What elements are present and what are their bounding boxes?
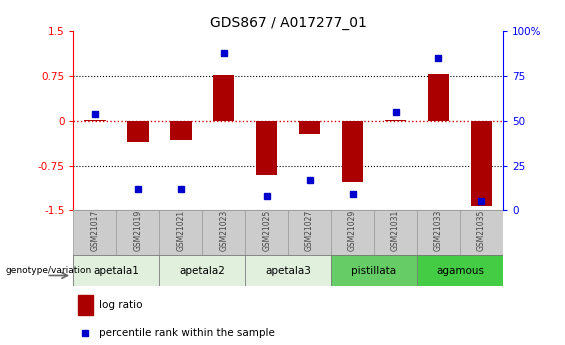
- Bar: [471, 121, 492, 206]
- Text: GSM21027: GSM21027: [305, 210, 314, 251]
- Text: GSM21019: GSM21019: [133, 210, 142, 251]
- FancyBboxPatch shape: [374, 210, 417, 255]
- FancyBboxPatch shape: [159, 210, 202, 255]
- FancyBboxPatch shape: [417, 255, 503, 286]
- Bar: [84, 120, 106, 121]
- Title: GDS867 / A017277_01: GDS867 / A017277_01: [210, 16, 367, 30]
- Text: agamous: agamous: [436, 266, 484, 276]
- Text: GSM21025: GSM21025: [262, 210, 271, 251]
- FancyBboxPatch shape: [245, 210, 288, 255]
- Bar: [170, 121, 192, 140]
- Text: percentile rank within the sample: percentile rank within the sample: [99, 328, 275, 338]
- FancyBboxPatch shape: [331, 255, 417, 286]
- Text: GSM21033: GSM21033: [434, 210, 443, 251]
- Text: apetala2: apetala2: [179, 266, 225, 276]
- Text: GSM21035: GSM21035: [477, 210, 486, 251]
- Bar: [342, 121, 363, 182]
- Text: GSM21017: GSM21017: [90, 210, 99, 251]
- FancyBboxPatch shape: [116, 210, 159, 255]
- Text: GSM21023: GSM21023: [219, 210, 228, 251]
- Bar: [256, 121, 277, 175]
- Bar: [127, 121, 149, 142]
- Text: GSM21029: GSM21029: [348, 210, 357, 251]
- Text: apetala1: apetala1: [93, 266, 140, 276]
- FancyBboxPatch shape: [73, 255, 159, 286]
- Bar: [213, 75, 234, 121]
- Text: genotype/variation: genotype/variation: [6, 266, 92, 275]
- FancyBboxPatch shape: [202, 210, 245, 255]
- Bar: [385, 120, 406, 121]
- Text: log ratio: log ratio: [99, 300, 143, 310]
- FancyBboxPatch shape: [159, 255, 245, 286]
- Bar: [299, 121, 320, 134]
- FancyBboxPatch shape: [73, 210, 116, 255]
- Text: apetala3: apetala3: [265, 266, 311, 276]
- Bar: [78, 295, 93, 315]
- FancyBboxPatch shape: [331, 210, 374, 255]
- Text: GSM21021: GSM21021: [176, 210, 185, 251]
- FancyBboxPatch shape: [417, 210, 460, 255]
- Text: GSM21031: GSM21031: [391, 210, 400, 251]
- Text: pistillata: pistillata: [351, 266, 397, 276]
- FancyBboxPatch shape: [460, 210, 503, 255]
- FancyBboxPatch shape: [245, 255, 331, 286]
- FancyBboxPatch shape: [288, 210, 331, 255]
- Bar: [428, 73, 449, 121]
